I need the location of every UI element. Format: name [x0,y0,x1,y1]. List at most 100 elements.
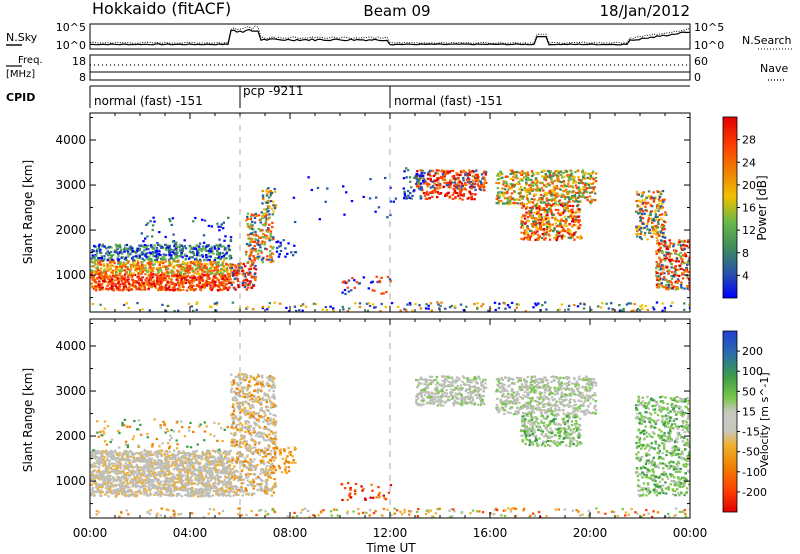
velocity-cell [212,467,215,470]
power-cell [405,197,408,200]
power-cell [526,233,530,236]
power-cell [562,219,565,222]
power-cell [403,170,406,173]
power-cell [151,280,154,283]
power-cell [266,255,269,258]
power-cell [586,191,589,194]
power-cell [189,284,192,287]
power-cell [648,228,652,231]
power-cell [688,255,690,258]
power-cell [225,252,228,255]
power-cell [256,234,259,237]
velocity-cell [130,465,134,468]
power-cell [167,258,171,261]
power-cell [156,289,160,292]
power-cell [520,195,523,198]
power-cell [257,249,261,252]
power-cell [428,183,431,186]
power-cell [101,243,105,246]
power-cell [182,285,185,288]
power-cell [464,181,467,184]
power-cell [221,277,225,280]
power-cell [537,237,540,240]
velocity-cell [148,462,151,465]
power-cell [515,306,518,309]
power-cell [664,283,668,287]
velocity-cell [205,472,209,475]
power-cell [160,273,163,277]
velocity-cell [177,488,180,491]
power-cell [223,282,226,285]
power-cell [659,258,662,261]
power-cell [572,186,575,189]
power-cell [198,245,201,248]
power-cell [239,262,242,265]
velocity-cell [108,462,111,465]
power-cell [126,250,130,253]
power-cell [477,184,480,187]
power-cell [127,306,130,310]
power-cell [214,261,217,264]
power-cell [267,258,270,261]
power-cell [427,171,430,174]
power-cell [497,178,500,181]
velocity-cell [112,488,116,491]
power-cell [562,195,565,198]
power-cell [173,310,176,312]
power-cell [591,182,594,185]
power-cell [134,268,137,272]
power-cell [474,193,477,196]
power-cell [250,232,253,235]
power-cell [533,188,536,191]
power-cell [155,250,158,253]
power-cell [228,281,231,285]
power-cell [411,309,414,312]
power-cell [574,200,577,203]
power-cell [406,169,410,172]
power-cell [182,269,186,272]
power-cell [643,201,647,204]
power-cell [640,195,643,198]
velocity-cell [112,455,115,458]
power-cell [523,232,526,235]
power-cell [655,267,658,270]
power-cell [158,269,161,272]
power-cell [209,267,212,270]
power-cell [663,240,666,243]
power-cell [158,279,161,282]
power-cell [162,262,165,265]
power-cell [139,267,142,270]
power-cell [664,221,667,224]
power-cell [536,230,539,233]
power-cell [219,269,222,273]
power-cell [545,209,548,212]
power-cell [442,185,445,189]
power-cell [402,177,406,180]
power-cell [161,272,164,275]
power-cell [221,288,224,291]
power-cell [611,308,614,311]
power-cell [545,197,548,200]
power-cell [686,284,689,288]
power-cell [227,216,230,219]
velocity-cell [91,471,94,474]
power-cell [536,171,539,174]
power-cell [115,247,118,250]
power-cell [201,266,204,269]
velocity-cell [221,459,224,462]
power-cell [211,249,214,252]
power-ylabel: Slant Range [km] [21,160,35,264]
power-cell [574,231,577,234]
velocity-cell [107,495,110,498]
power-cell [522,205,525,208]
power-cell [189,276,192,279]
power-cell [416,173,419,176]
velocity-cell [205,476,208,479]
velocity-cell [122,493,125,496]
velocity-cell [156,461,159,464]
y-tick-label: 1000 [55,268,86,282]
power-cell [658,194,661,197]
power-cell [125,302,129,305]
power-cell [213,246,216,249]
power-cell [185,289,189,292]
